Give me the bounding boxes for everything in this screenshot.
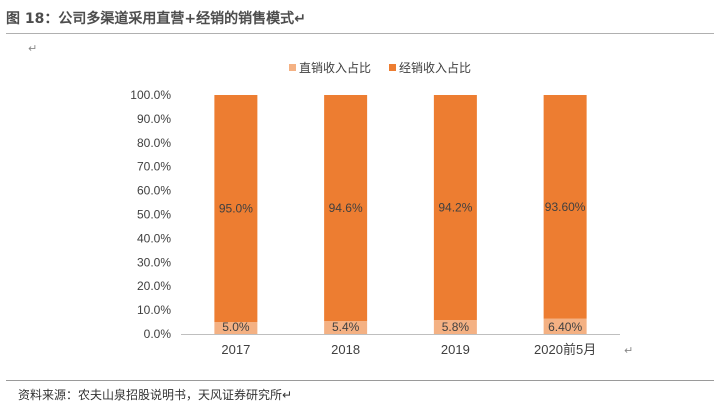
data-label: 5.4% — [332, 320, 360, 334]
data-label: 5.8% — [442, 320, 470, 334]
y-tick-label: 0.0% — [144, 327, 172, 341]
y-tick-label: 90.0% — [137, 112, 171, 126]
footer-divider — [6, 380, 714, 381]
legend-label: 经销收入占比 — [399, 60, 471, 75]
bar-segment — [543, 318, 587, 334]
data-label: 94.2% — [438, 201, 472, 215]
y-axis: 0.0% 10.0% 20.0% 30.0% 40.0% 50.0% 60.0% 70.0% 8… — [130, 88, 171, 341]
data-label: 93.60% — [545, 200, 586, 214]
y-tick-label: 70.0% — [137, 160, 171, 174]
y-tick-label: 50.0% — [137, 208, 171, 222]
bar-segment — [324, 95, 368, 322]
legend-label: 直销收入占比 — [299, 60, 371, 75]
x-tick-label: 2017 — [221, 342, 250, 357]
x-tick-label: 2018 — [331, 342, 360, 357]
data-label: 94.6% — [329, 201, 363, 215]
y-tick-label: 20.0% — [137, 279, 171, 293]
bar-segment — [214, 322, 258, 334]
y-tick-label: 60.0% — [137, 184, 171, 198]
data-label: 6.40% — [548, 320, 582, 334]
y-tick-label: 40.0% — [137, 231, 171, 245]
y-tick-label: 100.0% — [130, 88, 171, 102]
title-divider — [6, 33, 714, 34]
y-tick-label: 10.0% — [137, 303, 171, 317]
figure-title: 图 18：公司多渠道采用直营+经销的销售模式↵ — [6, 11, 306, 27]
x-tick-label: 2020前5月 — [534, 342, 596, 357]
legend-swatch — [289, 64, 296, 71]
x-tick-label: 2019 — [441, 342, 470, 357]
bar-segment — [543, 95, 587, 319]
chart-legend: 直销收入占比 经销收入占比 — [289, 60, 471, 75]
bar-segment — [214, 95, 258, 323]
y-tick-label: 80.0% — [137, 136, 171, 150]
data-label: 5.0% — [222, 320, 250, 334]
x-axis: 2017 2018 2019 2020前5月 — [181, 334, 620, 357]
paragraph-mark-axis: ↵ — [624, 344, 634, 357]
bar-segment — [324, 321, 368, 334]
source-note: 资料来源：农夫山泉招股说明书，天风证券研究所↵ — [18, 388, 293, 402]
legend-swatch — [389, 64, 396, 71]
data-label: 95.0% — [219, 202, 253, 216]
bar-segment — [433, 95, 477, 321]
paragraph-mark: ↵ — [28, 42, 38, 55]
bar-segment — [433, 320, 477, 334]
bars: 5.0% 95.0% 5.4% 94.6% 5.8% 94.2% 6.40% 93.60% — [214, 95, 587, 334]
y-tick-label: 30.0% — [137, 255, 171, 269]
